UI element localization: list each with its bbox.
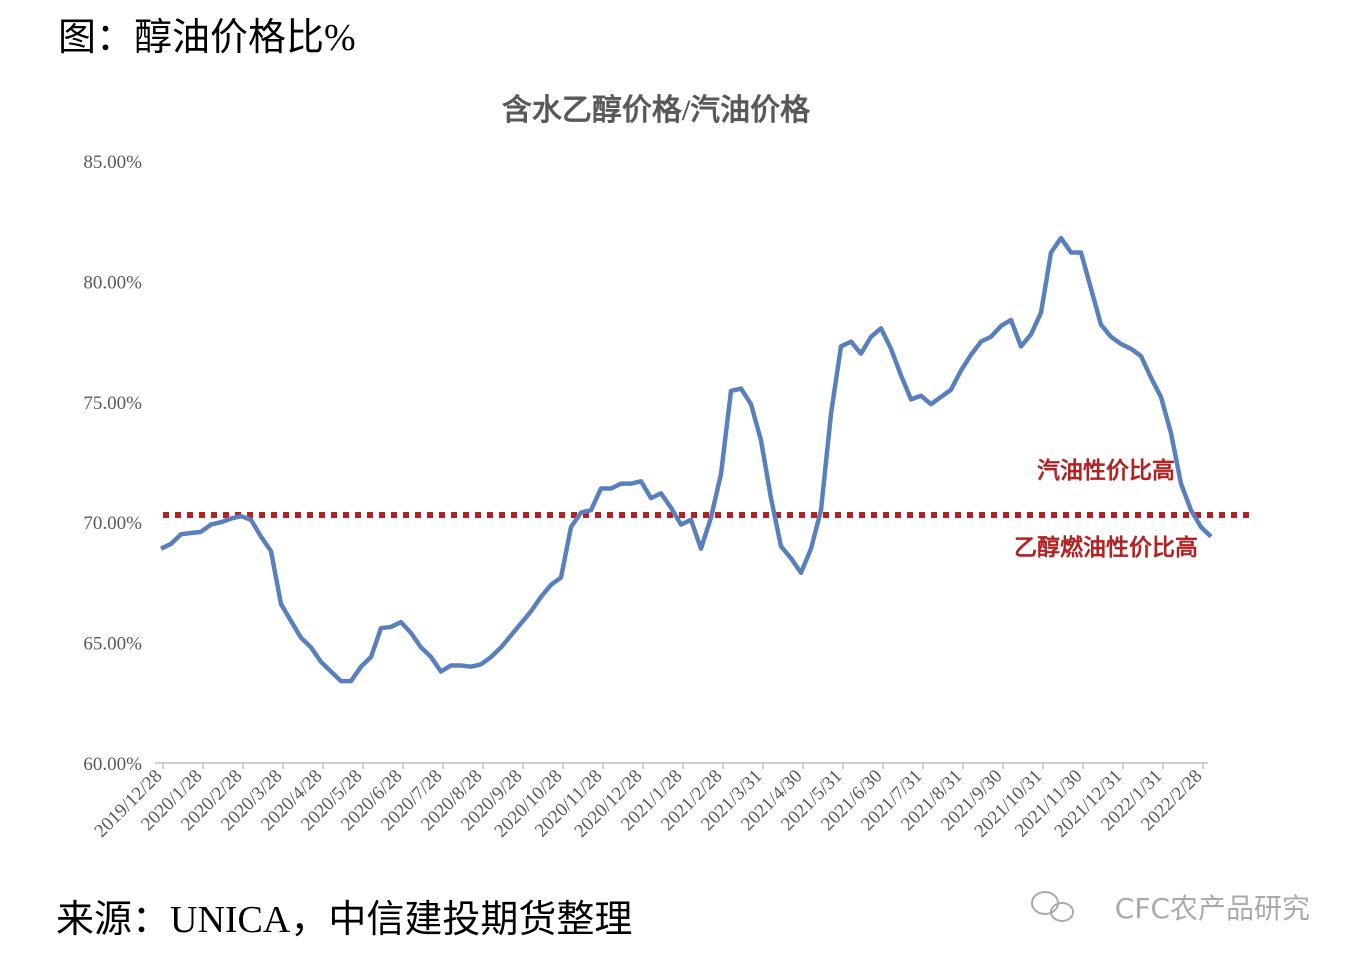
y-tick-label: 85.00%: [83, 152, 142, 173]
y-tick-label: 70.00%: [83, 513, 142, 534]
y-tick-label: 80.00%: [83, 272, 142, 293]
annotation: 乙醇燃油性价比高: [1014, 534, 1198, 560]
watermark-icon: [1031, 891, 1074, 922]
watermark: CFC农产品研究: [1115, 892, 1310, 925]
y-tick-label: 60.00%: [83, 754, 142, 775]
heading: 图：醇油价格比%: [58, 17, 356, 59]
source: 来源：UNICA，中信建投期货整理: [56, 899, 632, 941]
chart-title: 含水乙醇价格/汽油价格: [502, 93, 811, 127]
y-tick-label: 75.00%: [83, 393, 142, 414]
annotation: 汽油性价比高: [1037, 457, 1175, 483]
y-tick-label: 65.00%: [83, 634, 142, 655]
data-line: [160, 235, 1213, 684]
